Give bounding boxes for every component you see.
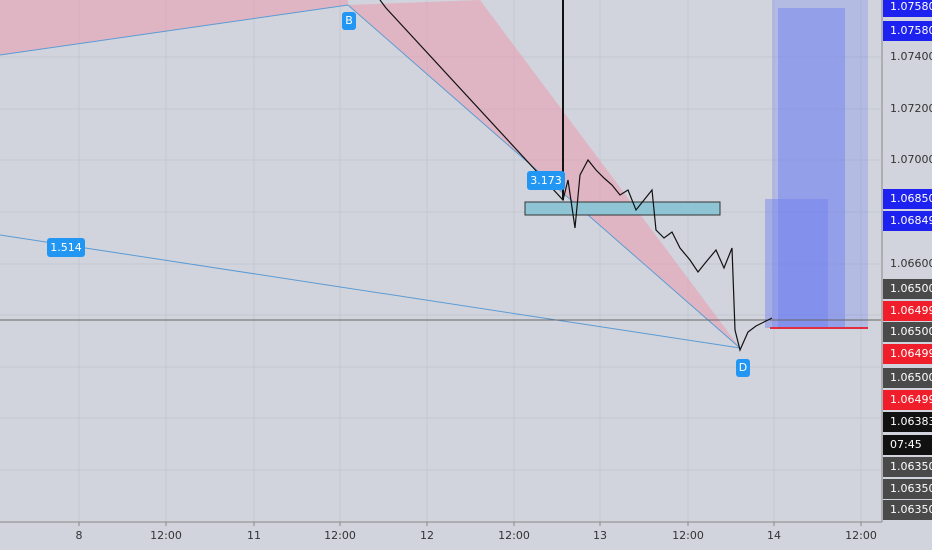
position-inner: [778, 8, 845, 328]
price-label: 1.07200: [890, 102, 932, 115]
time-label: 13: [593, 529, 607, 542]
time-label: 12:00: [672, 529, 704, 542]
price-label-bg: [883, 344, 932, 364]
price-label: 1.07580: [890, 24, 932, 37]
price-label-bg: [883, 412, 932, 432]
price-label-bg: [883, 322, 932, 342]
time-label: 12:00: [150, 529, 182, 542]
ratio-bc: 3.173: [530, 174, 562, 187]
label-bg: [527, 171, 565, 190]
price-label-bg: [883, 0, 932, 17]
time-label: 12:00: [498, 529, 530, 542]
price-label: 1.07580: [890, 0, 932, 13]
time-label: 8: [76, 529, 83, 542]
price-label-bg: [883, 301, 932, 321]
price-label: 1.06499: [890, 393, 932, 406]
price-label-bg: [883, 390, 932, 410]
label-bg: [47, 238, 85, 257]
price-label: 1.06499: [890, 304, 932, 317]
price-label-bg: [883, 368, 932, 388]
price-label: 1.06500: [890, 325, 932, 338]
time-label: 11: [247, 529, 261, 542]
price-label: 07:45: [890, 438, 922, 451]
price-label-bg: [883, 435, 932, 455]
price-label-bg: [883, 21, 932, 41]
time-label: 12:00: [324, 529, 356, 542]
price-label: 1.06350: [890, 503, 932, 516]
price-label-bg: [883, 189, 932, 209]
time-label: 12: [420, 529, 434, 542]
price-label: 1.06383: [890, 415, 932, 428]
pattern-xab: [0, 0, 348, 55]
price-label: 1.06849: [890, 214, 932, 227]
price-label: 1.07400: [890, 50, 932, 63]
position-small: [765, 199, 828, 328]
ratio-xd: 1.514: [50, 241, 82, 254]
price-label: 1.06600: [890, 257, 932, 270]
price-label-bg: [883, 457, 932, 477]
point-b: B: [345, 14, 353, 27]
price-label: 1.07000: [890, 153, 932, 166]
pattern-labels: B D 3.173 1.514: [47, 12, 750, 377]
time-label: 14: [767, 529, 781, 542]
label-bg: [342, 12, 356, 30]
price-label-bg: [883, 279, 932, 299]
price-label: 1.06500: [890, 371, 932, 384]
price-label: 1.06499: [890, 347, 932, 360]
price-label-bg: [883, 479, 932, 499]
zone-box: [524, 201, 721, 216]
price-label: 1.06500: [890, 282, 932, 295]
price-label: 1.06350: [890, 482, 932, 495]
time-label: 12:00: [845, 529, 877, 542]
label-bg: [736, 359, 750, 377]
point-d: D: [739, 361, 747, 374]
price-label-bg: [883, 500, 932, 520]
leg-xb: [0, 4, 349, 56]
price-path: [379, 0, 773, 352]
price-label-bg: [883, 211, 932, 231]
leg-xd: [0, 234, 741, 349]
position-outer: [772, 0, 868, 328]
price-label: 1.06350: [890, 460, 932, 473]
price-label: 1.06850: [890, 192, 932, 205]
